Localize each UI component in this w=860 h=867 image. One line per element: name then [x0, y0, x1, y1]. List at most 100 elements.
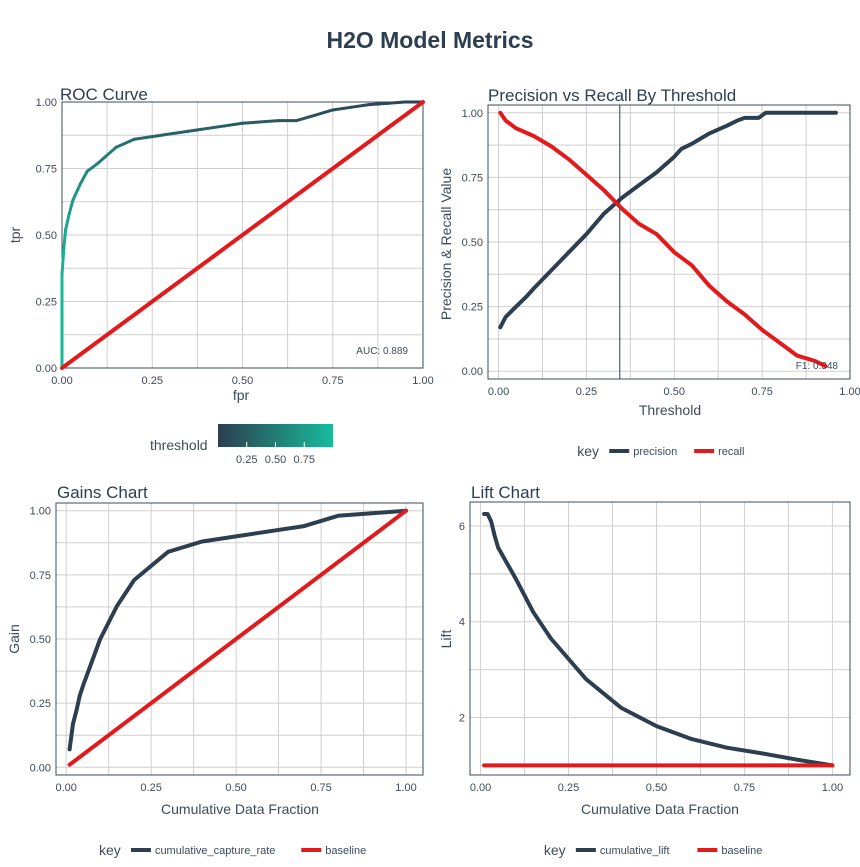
x-tick-label: 0.50	[646, 782, 667, 794]
legend-label: baseline	[325, 845, 366, 857]
legend-label: recall	[718, 446, 744, 458]
y-tick-label: 0.00	[36, 363, 57, 375]
x-tick-label: 0.75	[322, 375, 343, 387]
panel-title: ROC Curve	[60, 85, 148, 104]
y-tick-label: 6	[459, 521, 465, 533]
y-tick-label: 0.50	[36, 230, 57, 242]
series-line-baseline	[60, 100, 425, 370]
roc-segment	[168, 129, 190, 136]
legend-label: baseline	[721, 845, 762, 857]
x-tick-label: 0.00	[470, 782, 491, 794]
series-line-recall	[498, 110, 828, 369]
y-tick-label: 0.00	[30, 762, 51, 774]
x-axis-title: fpr	[233, 387, 250, 403]
roc-segment	[222, 121, 244, 128]
legend-title: threshold	[150, 437, 208, 453]
x-tick-label: 1.00	[839, 386, 860, 398]
roc-segment	[78, 169, 89, 186]
x-tick-label: 0.25	[558, 782, 579, 794]
y-tick-label: 0.50	[30, 634, 51, 646]
threshold-legend: threshold 0.25 0.50 0.75	[150, 424, 333, 466]
roc-segment	[96, 145, 118, 165]
roc-segment	[349, 103, 371, 109]
legend-title: key	[99, 842, 121, 858]
chart-lift: 0.00 0.25 0.50 0.75 1.00 2 4 6 Lift Chart Cumulat…	[438, 483, 851, 858]
metric-annotation: AUC: 0.889	[356, 346, 408, 357]
x-axis-title: Cumulative Data Fraction	[581, 801, 739, 817]
legend-label: cumulative_capture_rate	[155, 845, 275, 857]
x-tick-label: 0.00	[488, 386, 509, 398]
y-axis-title: Lift	[438, 630, 454, 649]
legend-title: key	[544, 842, 566, 858]
roc-segment	[71, 182, 82, 202]
panel-title: Precision vs Recall By Threshold	[488, 86, 736, 105]
roc-segment	[64, 212, 71, 232]
x-tick-label: 1.00	[822, 782, 843, 794]
roc-segment	[62, 228, 68, 250]
x-tick-label: 0.25	[142, 375, 163, 387]
y-tick-label: 0.00	[462, 366, 483, 378]
y-tick-label: 0.25	[30, 698, 51, 710]
x-tick-label: 0.50	[664, 386, 685, 398]
threshold-colorbar	[218, 424, 333, 447]
x-tick-label: 1.00	[395, 782, 416, 794]
series-line-baseline	[67, 508, 408, 767]
y-tick-label: 1.00	[462, 108, 483, 120]
plot-frame	[61, 101, 424, 369]
y-axis-title: Precision & Recall Value	[438, 168, 454, 320]
y-tick-label: 0.75	[462, 172, 483, 184]
series-line-cumulative_lift	[482, 512, 835, 768]
colorbar-tick-label: 0.75	[294, 454, 315, 466]
plot-frame	[55, 502, 424, 776]
x-tick-label: 0.50	[225, 782, 246, 794]
roc-segment	[385, 100, 407, 105]
y-axis-title: tpr	[7, 226, 23, 243]
legend-title: key	[577, 443, 599, 459]
colorbar-tick-label: 0.25	[236, 454, 257, 466]
legend-label: cumulative_lift	[600, 845, 670, 857]
series-legend: key cumulative_capture_rate baseline	[99, 842, 366, 858]
x-tick-label: 0.25	[140, 782, 161, 794]
y-tick-label: 0.25	[462, 302, 483, 314]
roc-segment	[241, 119, 281, 125]
y-tick-label: 4	[459, 617, 465, 629]
y-tick-label: 0.50	[462, 237, 483, 249]
x-tick-label: 0.00	[51, 375, 72, 387]
colorbar-tick-label: 0.50	[265, 454, 286, 466]
chart-roc: 0.00 0.25 0.50 0.75 1.00 0.00 0.25 0.50 0.75 1.00…	[7, 85, 434, 466]
y-tick-label: 2	[459, 713, 465, 725]
series-line-precision	[498, 110, 838, 330]
figure-title: H2O Model Metrics	[326, 27, 533, 53]
roc-segment	[150, 132, 172, 139]
plot-frame	[487, 104, 851, 380]
x-axis-title: Threshold	[639, 402, 701, 418]
y-tick-label: 0.75	[36, 164, 57, 176]
y-axis-title: Gain	[6, 624, 22, 654]
x-tick-label: 0.75	[734, 782, 755, 794]
y-tick-label: 1.00	[36, 97, 57, 109]
roc-segment	[313, 108, 335, 117]
chart-panels: 0.00 0.25 0.50 0.75 1.00 0.00 0.25 0.50 0.75 1.00…	[6, 85, 860, 858]
series-line-cumulative_capture_rate	[67, 508, 408, 752]
roc-segment	[186, 124, 226, 133]
series-legend: key precision recall	[577, 443, 744, 459]
y-tick-label: 1.00	[30, 506, 51, 518]
roc-segment	[295, 113, 317, 123]
chart-gains: 0.00 0.25 0.50 0.75 1.00 0.00 0.25 0.50 0.75 1.00…	[6, 483, 424, 858]
roc-segment	[331, 105, 353, 112]
y-tick-label: 0.25	[36, 297, 57, 309]
chart-precision-recall: 0.00 0.25 0.50 0.75 1.00 0.00 0.25 0.50 0.75 1.00…	[438, 86, 860, 459]
x-tick-label: 0.50	[232, 375, 253, 387]
panel-title: Lift Chart	[471, 483, 540, 502]
panel-title: Gains Chart	[57, 483, 148, 502]
roc-segment	[114, 137, 136, 149]
plot-frame	[469, 501, 851, 776]
x-tick-label: 0.00	[55, 782, 76, 794]
roc-segment	[60, 246, 66, 277]
roc-segment	[132, 135, 154, 141]
x-tick-label: 0.25	[576, 386, 597, 398]
legend-label: precision	[633, 446, 677, 458]
x-tick-label: 0.75	[751, 386, 772, 398]
x-axis-title: Cumulative Data Fraction	[161, 801, 319, 817]
